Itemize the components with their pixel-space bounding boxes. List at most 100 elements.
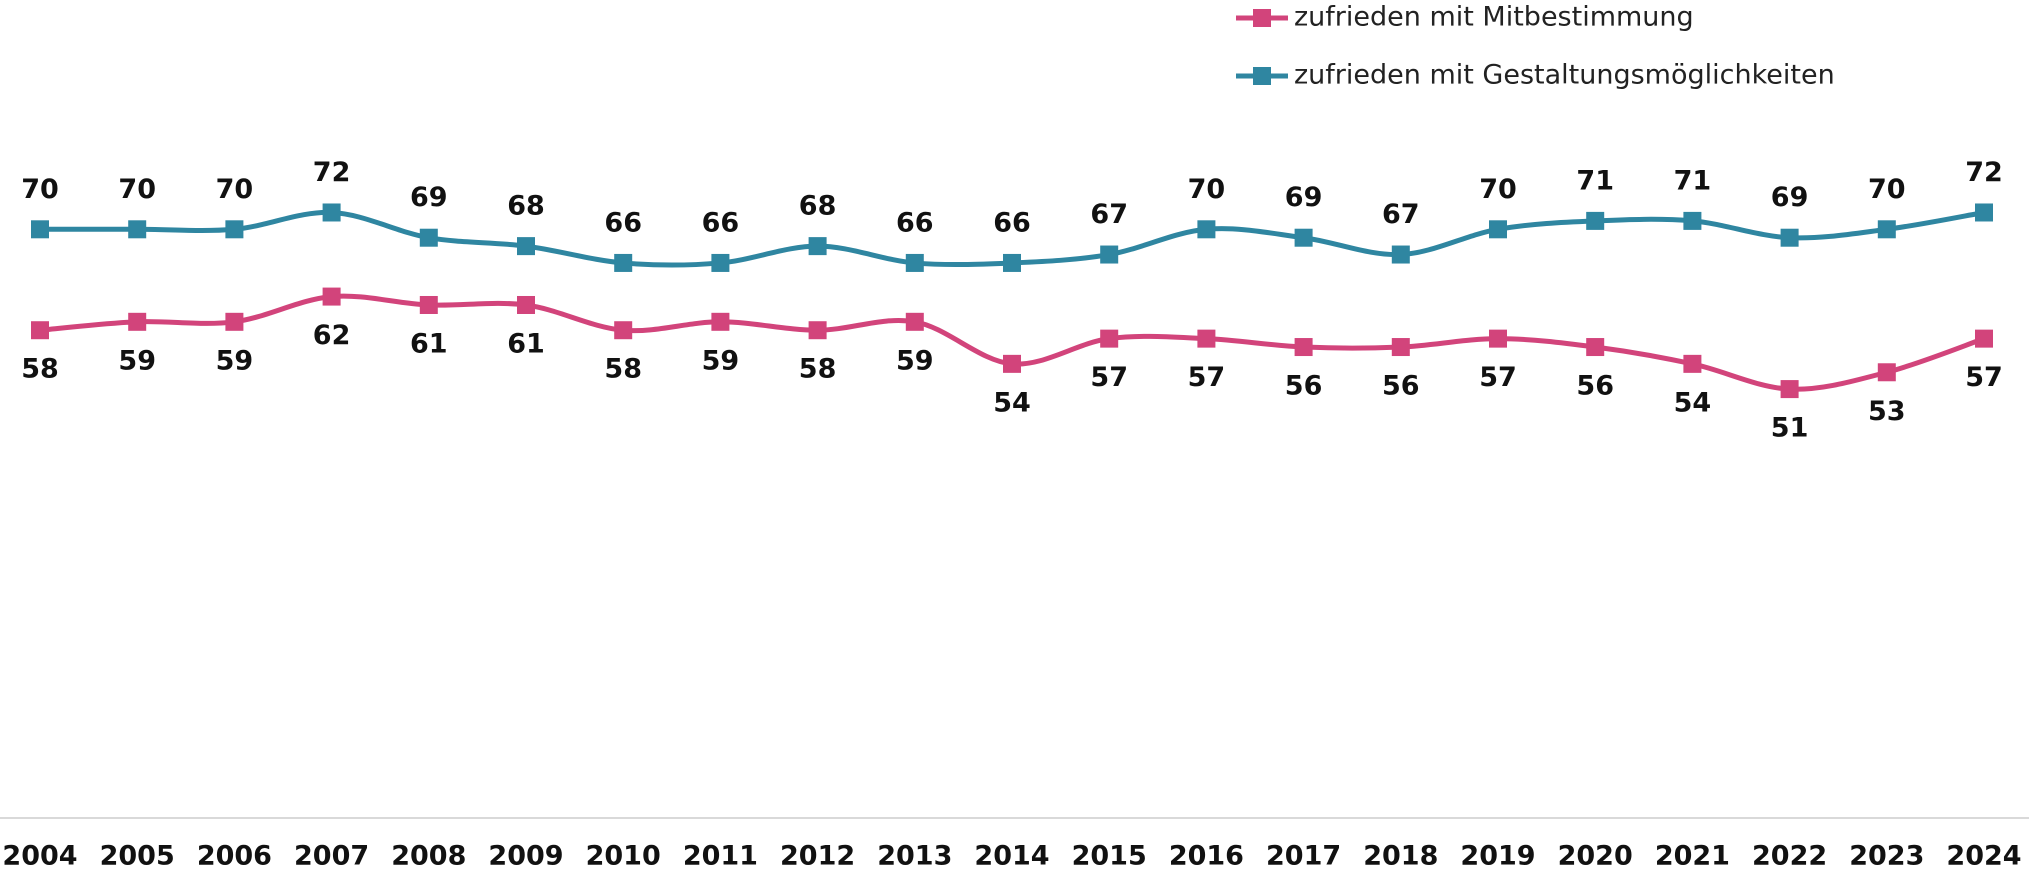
- marker: [128, 312, 147, 331]
- data-label: 59: [216, 345, 254, 376]
- marker: [1975, 203, 1993, 222]
- marker: [1294, 228, 1313, 247]
- data-label: 56: [1576, 371, 1614, 402]
- marker: [1975, 329, 1993, 348]
- data-label: 57: [1965, 362, 2003, 393]
- x-tick-label: 2016: [1169, 841, 1244, 869]
- x-tick-label: 2022: [1752, 841, 1827, 869]
- x-tick-label: 2020: [1558, 841, 1633, 869]
- marker: [711, 253, 730, 272]
- marker: [517, 237, 535, 256]
- marker: [1197, 220, 1216, 239]
- marker: [1586, 338, 1605, 357]
- marker: [1877, 363, 1896, 382]
- data-label: 70: [21, 174, 59, 205]
- legend-marker: [1253, 9, 1271, 27]
- data-label: 59: [896, 345, 934, 376]
- marker: [1489, 329, 1507, 348]
- x-tick-label: 2005: [100, 841, 175, 869]
- data-label: 61: [507, 328, 545, 359]
- data-label: 56: [1382, 371, 1420, 402]
- marker: [1683, 211, 1702, 230]
- marker: [225, 312, 244, 331]
- x-tick-label: 2010: [586, 841, 661, 869]
- data-label: 56: [1285, 371, 1323, 402]
- data-label: 70: [216, 174, 254, 205]
- x-tick-label: 2013: [877, 841, 952, 869]
- x-tick-label: 2015: [1072, 841, 1147, 869]
- marker: [517, 295, 535, 314]
- marker: [419, 228, 438, 247]
- data-label: 61: [410, 328, 448, 359]
- x-tick-label: 2006: [197, 841, 272, 869]
- data-label: 70: [118, 174, 156, 205]
- data-label: 71: [1576, 165, 1614, 196]
- marker: [1489, 220, 1507, 239]
- x-tick-label: 2014: [974, 841, 1049, 869]
- marker: [1100, 245, 1119, 264]
- x-tick-label: 2017: [1266, 841, 1341, 869]
- data-label: 58: [604, 354, 642, 385]
- marker: [225, 220, 244, 239]
- marker: [808, 321, 827, 340]
- marker: [322, 287, 341, 306]
- marker: [1683, 354, 1702, 373]
- marker: [808, 237, 827, 256]
- x-tick-label: 2004: [2, 841, 77, 869]
- data-label: 69: [1771, 182, 1809, 213]
- data-label: 53: [1868, 396, 1906, 427]
- data-label: 70: [1188, 174, 1226, 205]
- x-tick-label: 2019: [1460, 841, 1535, 869]
- data-label: 70: [1479, 174, 1517, 205]
- data-label: 54: [993, 387, 1031, 418]
- marker: [1877, 220, 1896, 239]
- data-label: 57: [1090, 362, 1128, 393]
- x-tick-label: 2007: [294, 841, 369, 869]
- marker: [31, 220, 49, 239]
- x-tick-label: 2012: [780, 841, 855, 869]
- x-tick-label: 2011: [683, 841, 758, 869]
- data-label: 57: [1479, 362, 1517, 393]
- data-label: 51: [1771, 413, 1809, 444]
- marker: [905, 253, 924, 272]
- data-label: 58: [21, 354, 59, 385]
- marker: [711, 312, 730, 331]
- x-tick-label: 2008: [391, 841, 466, 869]
- marker: [1003, 253, 1021, 272]
- data-label: 69: [410, 182, 448, 213]
- marker: [1100, 329, 1119, 348]
- data-label: 66: [604, 207, 642, 238]
- x-tick-label: 2018: [1363, 841, 1438, 869]
- data-label: 62: [313, 320, 351, 351]
- x-tick-label: 2023: [1849, 841, 1924, 869]
- marker: [1780, 228, 1799, 247]
- marker: [614, 253, 633, 272]
- marker: [1391, 245, 1410, 264]
- data-label: 68: [507, 191, 545, 222]
- data-label: 67: [1090, 199, 1128, 230]
- marker: [419, 295, 438, 314]
- marker: [1391, 338, 1410, 357]
- data-label: 66: [702, 207, 740, 238]
- data-label: 59: [118, 345, 156, 376]
- marker: [322, 203, 341, 222]
- data-label: 67: [1382, 199, 1420, 230]
- data-label: 71: [1674, 165, 1712, 196]
- legend-label: zufrieden mit Mitbestimmung: [1294, 2, 1694, 33]
- data-label: 72: [1965, 157, 2003, 188]
- legend-label: zufrieden mit Gestaltungsmöglichkeiten: [1294, 60, 1835, 91]
- data-label: 57: [1188, 362, 1226, 393]
- data-label: 70: [1868, 174, 1906, 205]
- data-label: 58: [799, 354, 837, 385]
- x-tick-label: 2024: [1946, 841, 2021, 869]
- marker: [1780, 380, 1799, 399]
- marker: [1197, 329, 1216, 348]
- marker: [1294, 338, 1313, 357]
- data-label: 66: [993, 207, 1031, 238]
- data-label: 69: [1285, 182, 1323, 213]
- marker: [31, 321, 49, 340]
- marker: [614, 321, 633, 340]
- data-label: 54: [1674, 387, 1712, 418]
- x-tick-label: 2021: [1655, 841, 1730, 869]
- data-label: 59: [702, 345, 740, 376]
